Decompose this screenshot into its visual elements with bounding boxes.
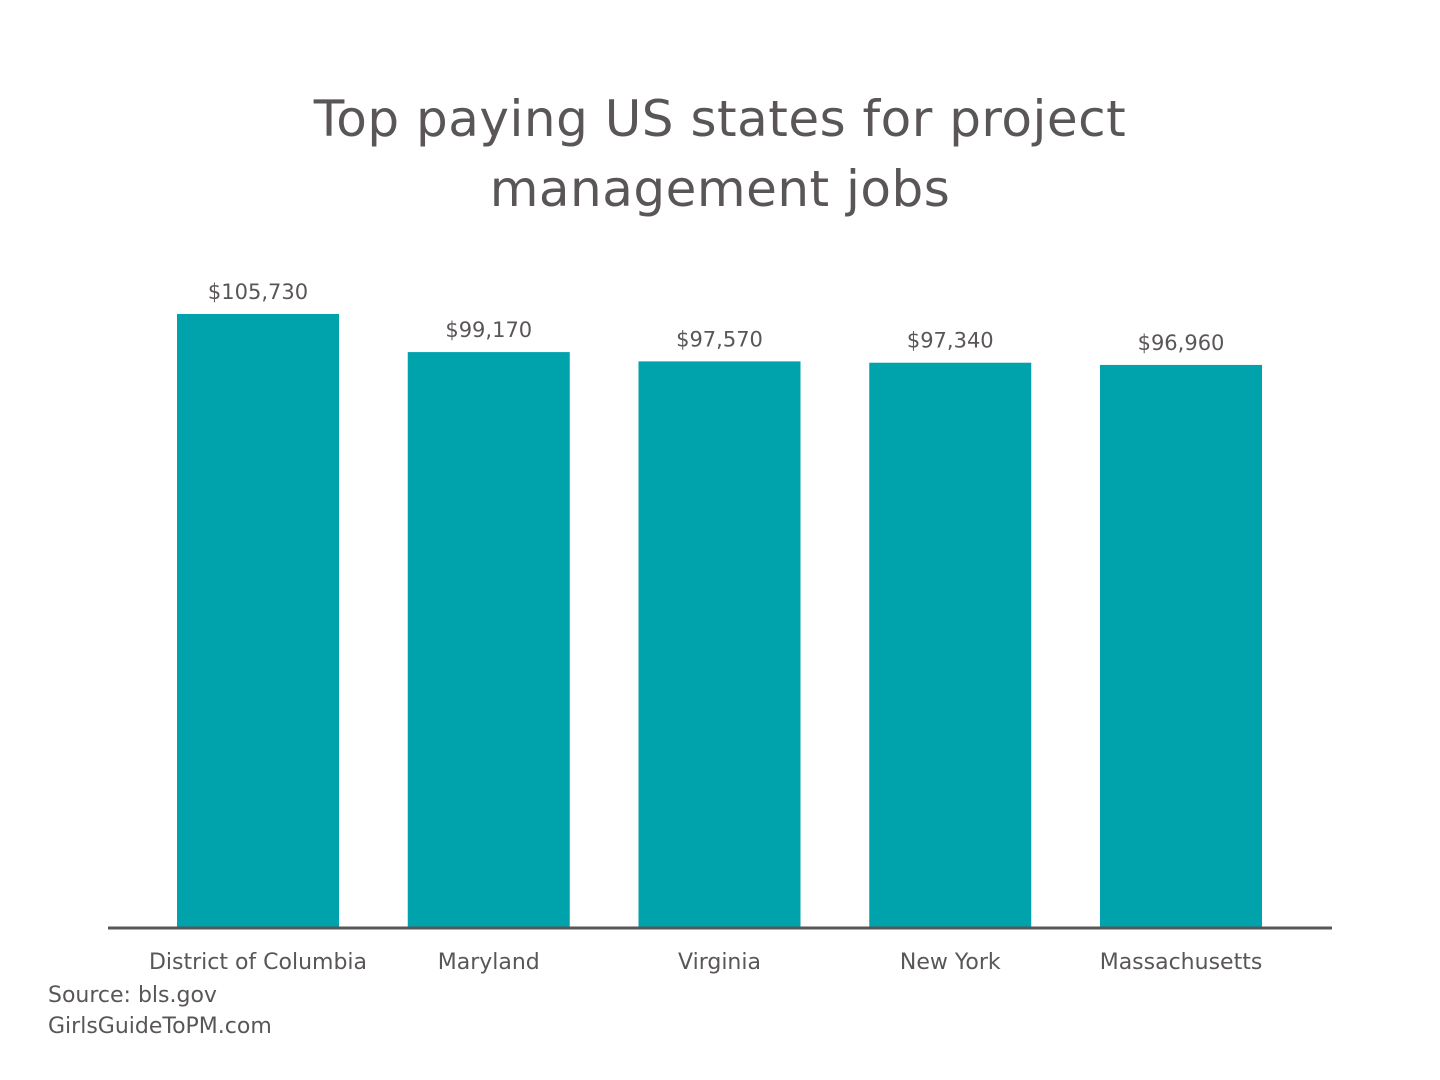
data-label-4: $96,960 xyxy=(1138,331,1225,355)
site-credit: GirlsGuideToPM.com xyxy=(48,1014,272,1039)
bar-0 xyxy=(177,314,339,928)
category-label-4: Massachusetts xyxy=(1100,950,1263,975)
chart-title: Top paying US states for project managem… xyxy=(0,84,1440,224)
data-label-2: $97,570 xyxy=(676,327,763,351)
bar-3 xyxy=(869,362,1032,928)
category-label-0: District of Columbia xyxy=(149,950,367,975)
chart-title-line-2: management jobs xyxy=(489,160,951,218)
category-label-2: Virginia xyxy=(678,950,761,975)
category-label-1: Maryland xyxy=(438,950,540,975)
bar-4 xyxy=(1100,364,1262,928)
category-label-3: New York xyxy=(900,950,1001,975)
bar-2 xyxy=(638,361,801,929)
data-label-3: $97,340 xyxy=(907,329,994,353)
chart-footer: Source: bls.gov GirlsGuideToPM.com xyxy=(48,980,272,1042)
bar-1 xyxy=(407,352,570,928)
chart-title-line-1: Top paying US states for project xyxy=(313,90,1127,148)
data-label-0: $105,730 xyxy=(208,280,308,304)
source-note: Source: bls.gov xyxy=(48,983,217,1008)
data-label-1: $99,170 xyxy=(445,318,532,342)
